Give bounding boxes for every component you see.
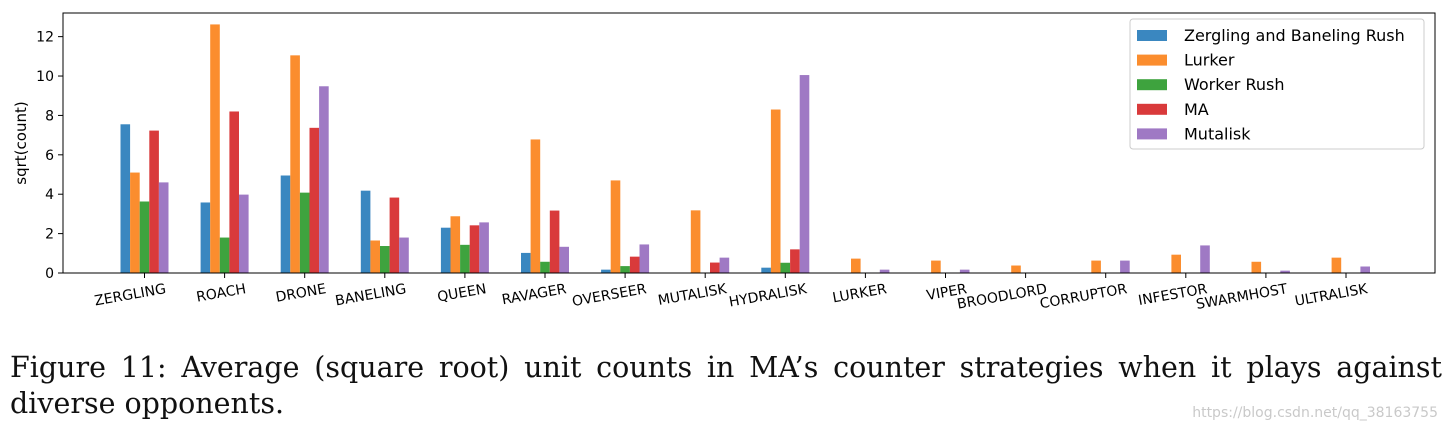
bar-queen-mutalisk [479,222,489,273]
bar-roach-worker-rush [219,237,230,273]
bar-overseer-worker-rush [620,266,630,273]
bar-ravager-worker-rush [540,261,550,273]
bar-roach-mutalisk [239,194,249,273]
legend-label-ma: MA [1184,100,1209,119]
bar-queen-worker-rush [460,244,470,273]
x-tick-label-broodlord: BROODLORD [956,281,1048,313]
bar-viper-mutalisk [959,269,970,273]
bar-baneling-zergling-and-baneling-rush [360,190,371,273]
bar-drone-worker-rush [299,192,310,273]
bar-roach-lurker [210,24,220,274]
y-tick-label: 8 [45,108,54,124]
x-tick-label-drone: DRONE [275,281,328,306]
legend-label-zergling-and-baneling-rush: Zergling and Baneling Rush [1184,26,1405,45]
bar-corruptor-lurker [1091,260,1101,273]
legend-swatch-lurker [1137,54,1167,66]
bar-baneling-lurker [370,240,380,273]
x-tick-label-viper: VIPER [925,281,968,304]
bar-infestor-mutalisk [1200,245,1210,273]
bar-ravager-lurker [530,139,541,273]
x-tick-label-ravager: RAVAGER [501,281,568,308]
bar-baneling-ma [389,197,400,273]
bar-zergling-worker-rush [139,201,150,273]
bar-zergling-lurker [130,172,140,273]
bar-mutalisk-mutalisk [719,257,730,273]
bar-overseer-ma [629,256,640,273]
y-tick-label: 4 [45,187,54,203]
bar-drone-lurker [290,55,300,273]
bar-drone-ma [309,127,320,273]
bar-drone-mutalisk [319,86,329,274]
y-tick-label: 0 [45,266,54,282]
figure-caption: Figure 11: Average (square root) unit co… [10,351,1442,420]
x-axis: ZERGLING ROACH DRONE BANELING QUEEN RAVAGER OV… [93,273,1369,313]
x-tick-label-swarmhost: SWARMHOST [1195,281,1289,313]
bar-queen-ma [469,225,480,273]
y-tick-label: 6 [45,148,54,164]
bar-corruptor-mutalisk [1120,260,1130,273]
bar-zergling-ma [149,130,159,273]
bar-swarmhost-lurker [1251,261,1262,273]
y-axis: 0 2 4 6 8 10 12 [36,30,63,282]
bar-overseer-mutalisk [639,244,650,273]
bar-hydralisk-lurker [770,109,781,274]
x-tick-label-zergling: ZERGLING [93,281,167,309]
x-tick-label-ultralisk: ULTRALISK [1294,281,1370,310]
bar-ravager-zergling-and-baneling-rush [521,252,531,273]
y-tick-label: 10 [36,69,54,85]
bar-viper-lurker [931,260,941,273]
bar-infestor-lurker [1171,254,1181,273]
legend-label-worker-rush: Worker Rush [1184,75,1284,94]
legend: Zergling and Baneling Rush Lurker Worker R… [1129,18,1425,150]
bar-ravager-ma [549,210,560,273]
watermark: https://blog.csdn.net/qq_38163755 [1192,405,1438,421]
legend-swatch-zergling-and-baneling-rush [1137,30,1167,41]
x-tick-label-lurker: LURKER [831,281,888,306]
legend-swatch-worker-rush [1137,79,1167,91]
bar-overseer-zergling-and-baneling-rush [601,269,611,273]
bar-swarmhost-mutalisk [1280,270,1290,273]
bar-hydralisk-ma [790,249,800,273]
bar-ravager-mutalisk [559,246,569,273]
bar-lurker-mutalisk [879,269,890,273]
bar-baneling-mutalisk [399,237,409,273]
legend-swatch-mutalisk [1137,128,1167,140]
bar-mutalisk-lurker [690,210,701,273]
x-tick-label-mutalisk: MUTALISK [657,281,729,309]
bar-ultralisk-lurker [1331,257,1342,273]
bar-mutalisk-ma [710,262,720,273]
bar-zergling-mutalisk [158,182,169,273]
legend-label-mutalisk: Mutalisk [1184,124,1251,143]
x-tick-label-roach: ROACH [195,281,247,305]
plot-frame [62,12,1436,274]
legend-box [1129,18,1425,150]
y-axis-label: sqrt(count) [12,101,30,184]
bar-roach-zergling-and-baneling-rush [200,202,211,273]
x-tick-label-hydralisk: HYDRALISK [728,281,809,311]
bar-overseer-lurker [610,180,621,273]
y-tick-label: 2 [45,227,54,243]
bar-hydralisk-worker-rush [780,262,791,273]
bar-drone-zergling-and-baneling-rush [280,175,291,273]
bar-hydralisk-zergling-and-baneling-rush [761,267,771,273]
legend-swatch-ma [1137,103,1167,115]
bar-roach-ma [229,111,239,273]
bar-chart: sqrt(count) 0 2 4 6 8 10 12 ZERGLING ROACH DRONE… [12,12,1436,313]
bar-queen-zergling-and-baneling-rush [440,227,451,273]
bar-zergling-zergling-and-baneling-rush [120,124,131,273]
bar-baneling-worker-rush [380,246,390,273]
bar-hydralisk-mutalisk [799,75,810,273]
bar-queen-lurker [450,216,461,273]
x-tick-label-baneling: BANELING [334,281,407,309]
bars-group [120,24,1370,274]
bar-lurker-lurker [851,258,861,273]
y-tick-label: 12 [36,30,54,46]
legend-label-lurker: Lurker [1184,51,1235,70]
x-tick-label-queen: QUEEN [436,281,487,305]
x-tick-label-overseer: OVERSEER [571,281,648,310]
bar-ultralisk-mutalisk [1360,266,1370,273]
bar-broodlord-lurker [1011,265,1021,273]
x-tick-label-corruptor: CORRUPTOR [1039,281,1129,312]
